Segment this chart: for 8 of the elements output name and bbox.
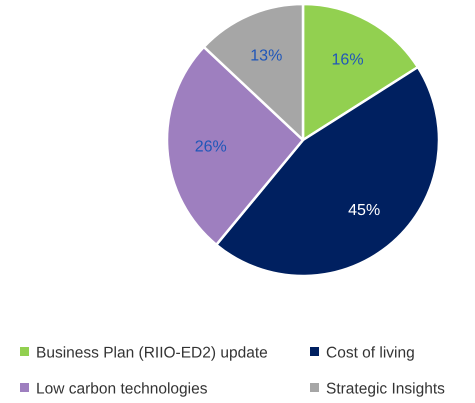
legend-label: Business Plan (RIIO-ED2) update [36,344,268,362]
data-label: 26% [194,138,227,156]
data-label: 13% [250,48,282,65]
legend-label: Strategic Insights [326,380,446,398]
legend-label: Cost of living [326,344,415,362]
data-label: 16% [332,52,364,69]
data-label: 45% [348,202,380,219]
legend-label: Low carbon technologies [36,380,208,398]
